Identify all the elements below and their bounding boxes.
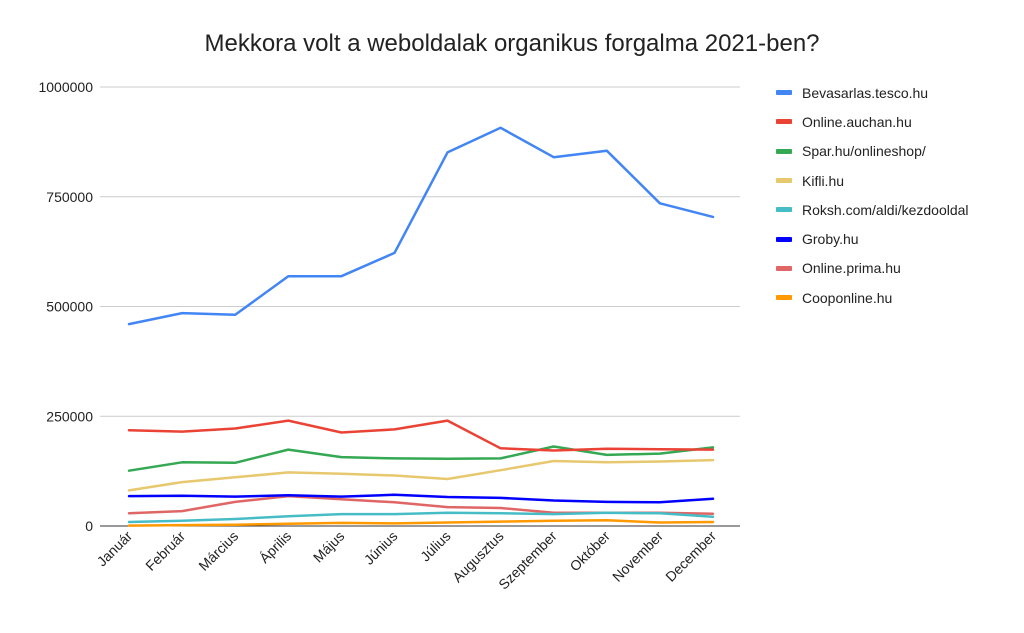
legend-swatch bbox=[776, 207, 792, 213]
x-tick-label: December bbox=[662, 528, 719, 585]
x-tick-label: Március bbox=[195, 528, 241, 574]
series-line bbox=[127, 511, 715, 524]
legend-label: Groby.hu bbox=[802, 231, 859, 248]
x-tick-label: Február bbox=[142, 528, 188, 574]
legend-label: Online.auchan.hu bbox=[802, 113, 912, 130]
legend-label: Kifli.hu bbox=[802, 172, 845, 189]
x-tick-label: Július bbox=[417, 528, 454, 565]
legend-label: Bevasarlas.tesco.hu bbox=[802, 84, 929, 101]
legend-item: Bevasarlas.tesco.hu bbox=[776, 78, 969, 107]
legend: Bevasarlas.tesco.hu Online.auchan.hu Spar.… bbox=[776, 78, 969, 312]
legend-item: Online.prima.hu bbox=[776, 254, 969, 283]
series-line bbox=[127, 419, 715, 452]
y-tick-label: 1000000 bbox=[38, 79, 93, 95]
series-line bbox=[127, 493, 715, 504]
x-axis: Január Február Március Április Május Június Jú… bbox=[94, 528, 720, 593]
legend-swatch bbox=[776, 265, 792, 271]
y-tick-label: 250000 bbox=[46, 408, 93, 424]
chart-title: Mekkora volt a weboldalak organikus forg… bbox=[204, 30, 820, 57]
series-line bbox=[127, 458, 715, 492]
y-tick-label: 500000 bbox=[46, 299, 93, 315]
legend-swatch bbox=[776, 295, 792, 301]
legend-swatch bbox=[776, 236, 792, 242]
x-tick-label: Április bbox=[256, 528, 294, 566]
series-line bbox=[127, 445, 715, 472]
x-tick-label: Május bbox=[310, 528, 348, 566]
legend-swatch bbox=[776, 178, 792, 184]
legend-label: Online.prima.hu bbox=[802, 260, 901, 277]
legend-swatch bbox=[776, 119, 792, 125]
legend-item: Cooponline.hu bbox=[776, 283, 969, 312]
gridlines bbox=[100, 86, 740, 527]
x-tick-label: Október bbox=[566, 528, 613, 575]
legend-item: Online.auchan.hu bbox=[776, 107, 969, 136]
legend-item: Groby.hu bbox=[776, 224, 969, 253]
x-tick-label: Január bbox=[94, 528, 136, 570]
x-tick-label: Június bbox=[361, 528, 401, 568]
y-tick-label: 750000 bbox=[46, 189, 93, 205]
x-tick-label: Augusztus bbox=[449, 528, 507, 586]
series-line bbox=[127, 494, 715, 515]
legend-item: Kifli.hu bbox=[776, 166, 969, 195]
legend-item: Spar.hu/onlineshop/ bbox=[776, 137, 969, 166]
legend-label: Cooponline.hu bbox=[802, 289, 893, 306]
legend-swatch bbox=[776, 90, 792, 96]
x-tick-label: November bbox=[609, 528, 666, 585]
legend-label: Roksh.com/aldi/kezdooldal bbox=[802, 201, 969, 218]
y-axis: 0 250000 500000 750000 1000000 bbox=[38, 79, 93, 534]
legend-label: Spar.hu/onlineshop/ bbox=[802, 143, 926, 160]
legend-swatch bbox=[776, 148, 792, 154]
series-lines bbox=[127, 126, 715, 527]
series-line bbox=[127, 519, 715, 527]
legend-item: Roksh.com/aldi/kezdooldal bbox=[776, 195, 969, 224]
y-tick-label: 0 bbox=[85, 518, 93, 534]
series-line bbox=[127, 126, 715, 326]
